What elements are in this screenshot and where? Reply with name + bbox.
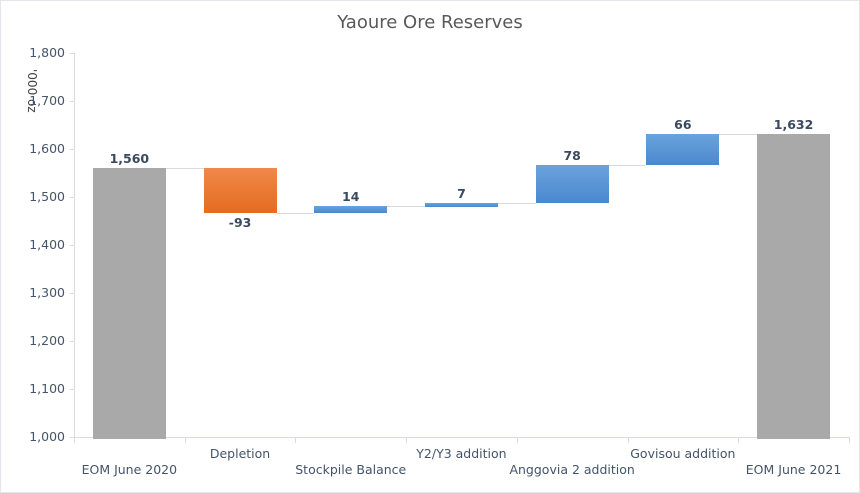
y-tick xyxy=(70,293,75,294)
y-tick xyxy=(70,341,75,342)
x-tick xyxy=(74,437,75,443)
data-label: 1,560 xyxy=(109,151,150,167)
bar-eom-june-2020 xyxy=(92,168,166,439)
bar-govisou-addition xyxy=(646,133,720,166)
x-tick xyxy=(406,437,408,443)
category-label: Stockpile Balance xyxy=(295,462,407,477)
y-tick-label: 1,300 xyxy=(29,285,65,300)
y-tick xyxy=(70,53,75,54)
data-label: -93 xyxy=(228,214,252,230)
data-label: 66 xyxy=(674,116,692,132)
category-label: EOM June 2021 xyxy=(745,462,842,477)
data-label: 78 xyxy=(563,148,581,164)
category-label: Anggovia 2 addition xyxy=(509,462,635,477)
category-label: Y2/Y3 addition xyxy=(416,446,507,461)
x-tick xyxy=(627,437,629,443)
y-tick xyxy=(70,389,75,390)
x-tick xyxy=(848,437,850,443)
y-tick-label: 1,100 xyxy=(29,381,65,396)
y-tick-label: 1,700 xyxy=(29,93,65,108)
category-label: EOM June 2020 xyxy=(81,462,178,477)
connector-line xyxy=(165,168,204,170)
y-tick xyxy=(70,437,75,438)
y-tick-label: 1,500 xyxy=(29,189,65,204)
data-label: 14 xyxy=(342,189,360,205)
y-tick-label: 1,800 xyxy=(29,45,65,60)
connector-line xyxy=(497,202,536,204)
connector-line xyxy=(719,133,758,135)
x-tick xyxy=(516,437,518,443)
y-tick xyxy=(70,197,75,198)
x-axis xyxy=(74,437,849,438)
connector-line xyxy=(387,206,425,208)
connector-line xyxy=(608,165,647,167)
x-tick xyxy=(738,437,740,443)
y-tick xyxy=(70,149,75,150)
x-tick xyxy=(184,437,186,443)
data-label: 7 xyxy=(457,185,466,201)
bar-y2-y3-addition xyxy=(424,202,498,207)
category-label: Govisou addition xyxy=(630,446,736,461)
y-tick-label: 1,600 xyxy=(29,141,65,156)
data-label: 1,632 xyxy=(773,116,814,132)
y-tick-label: 1,400 xyxy=(29,237,65,252)
bar-anggovia-2-addition xyxy=(535,165,609,203)
chart-title: Yaoure Ore Reserves xyxy=(337,12,523,33)
y-tick xyxy=(70,101,75,102)
y-tick-label: 1,200 xyxy=(29,333,65,348)
bar-eom-june-2021 xyxy=(757,133,831,440)
bar-stockpile-balance xyxy=(314,206,388,213)
bar-depletion xyxy=(203,168,277,213)
y-tick xyxy=(70,245,75,246)
category-label: Depletion xyxy=(209,446,271,461)
connector-line xyxy=(276,212,315,214)
x-tick xyxy=(295,437,297,443)
y-tick-label: 1,000 xyxy=(29,429,65,444)
